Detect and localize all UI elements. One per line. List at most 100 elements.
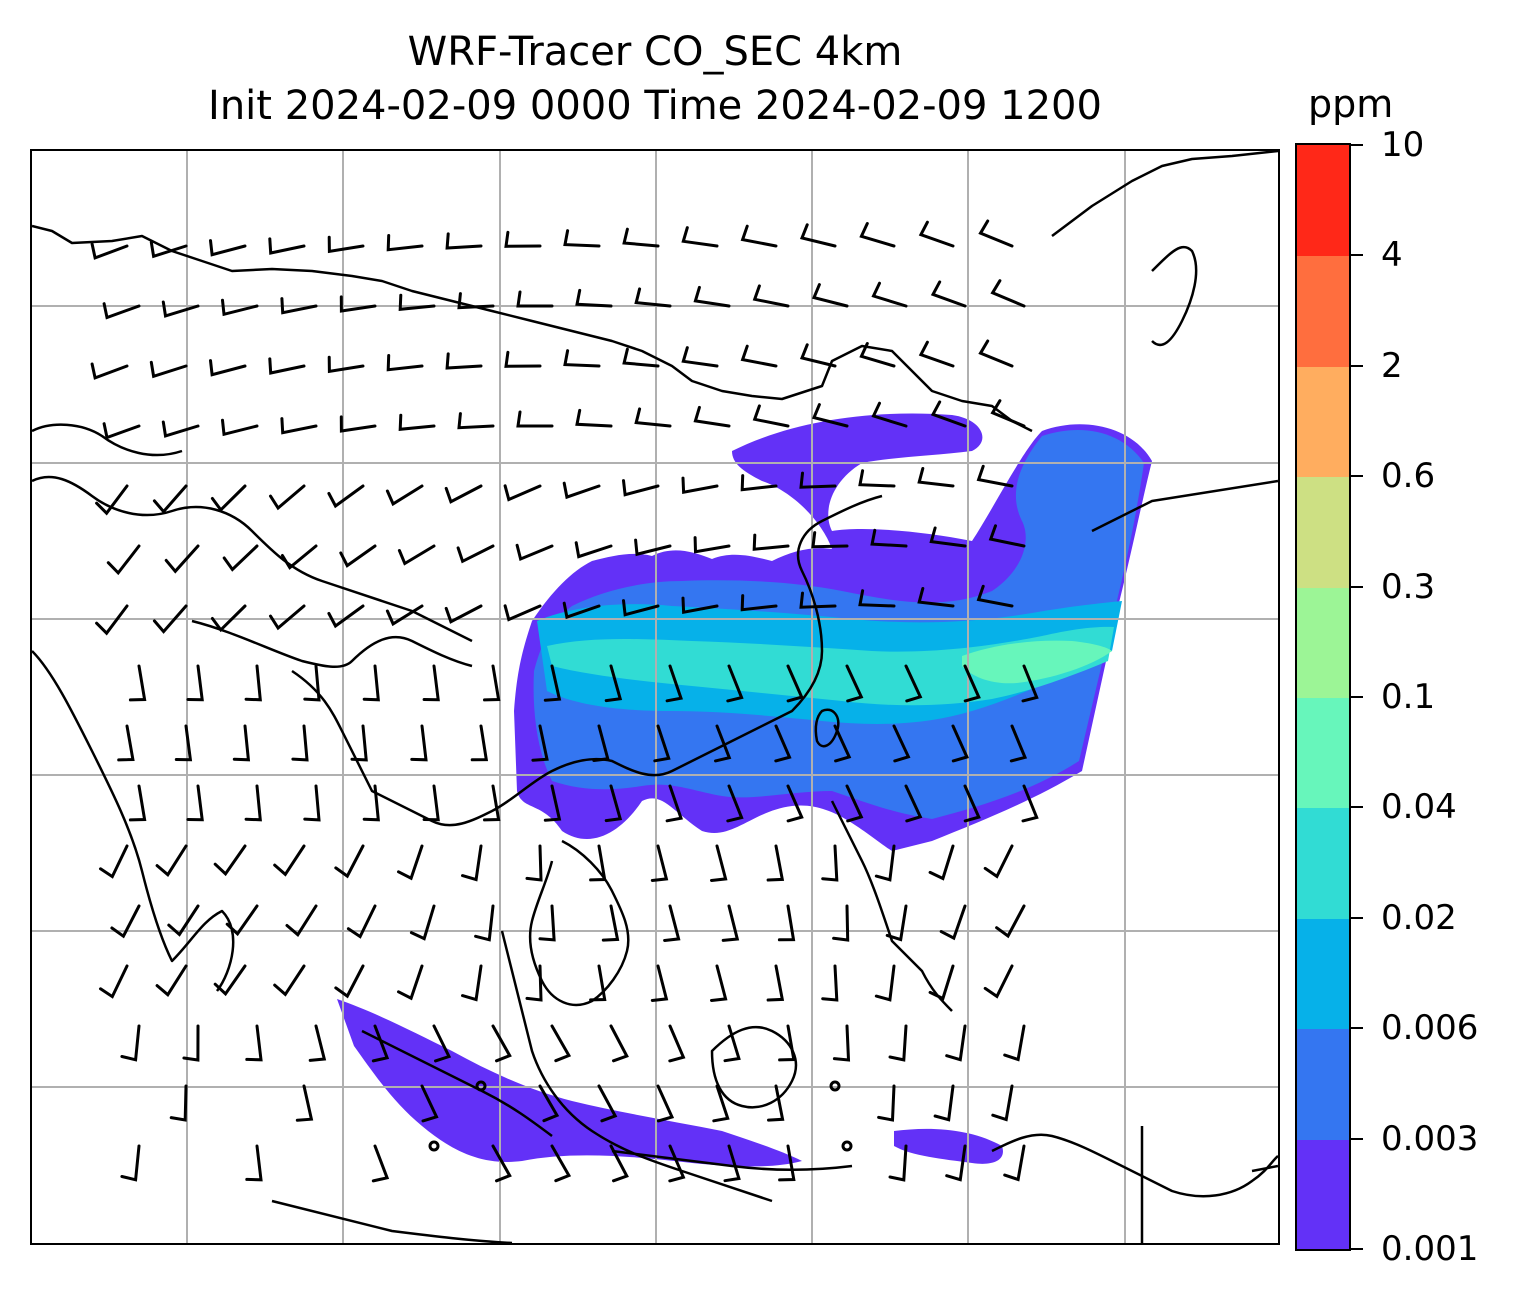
wind-barb (634, 287, 672, 308)
wind-barb (892, 724, 911, 763)
wind-barb (634, 538, 672, 557)
wind-barb (303, 664, 321, 702)
wind-barb (575, 408, 613, 428)
wind-barb (991, 1084, 1014, 1122)
chart-title-line2: Init 2024-02-09 0000 Time 2024-02-09 120… (208, 83, 1102, 129)
wind-barb (1021, 664, 1039, 703)
wind-barb (963, 784, 981, 823)
wind-barb (681, 476, 719, 494)
wind-barb (213, 844, 247, 877)
wind-barb (483, 664, 501, 702)
wind-barb (723, 1024, 741, 1063)
calm-wind-marker (475, 1080, 487, 1092)
wind-barb (597, 1084, 618, 1123)
wind-barb (538, 904, 556, 942)
wind-barb (917, 587, 955, 608)
wind-barb (885, 904, 908, 942)
wind-barb (221, 418, 259, 437)
wind-barb (457, 412, 495, 430)
colorbar-tick (1351, 585, 1363, 588)
wind-barb (799, 471, 837, 489)
colorbar-segment (1297, 476, 1349, 588)
wind-barb (752, 404, 790, 428)
wind-barb (832, 1024, 851, 1062)
wind-barb (339, 415, 377, 433)
wind-barb (622, 479, 660, 497)
wind-barb (1003, 1024, 1026, 1062)
wind-barb (589, 844, 607, 882)
wind-barb (164, 544, 200, 574)
wind-barb (609, 1024, 629, 1063)
wind-barb (470, 724, 489, 762)
wind-barb (167, 904, 200, 937)
wind-barb (983, 964, 1014, 999)
wind-barb (186, 784, 204, 822)
wind-barb (285, 904, 318, 937)
wind-barb (90, 362, 129, 380)
wind-barb (174, 724, 193, 762)
wind-barb (786, 664, 804, 703)
wind-barb (1003, 1144, 1026, 1182)
wind-barb (420, 1084, 439, 1123)
wind-barb (99, 844, 129, 879)
wind-barb (963, 664, 981, 703)
wind-barb (186, 664, 204, 702)
wind-barb (710, 964, 728, 1002)
wind-barb (811, 531, 849, 549)
wind-barb (811, 283, 849, 308)
colorbar-tick-label: 0.001 (1381, 1229, 1479, 1269)
wind-barb (845, 784, 864, 823)
map-panel[interactable] (30, 149, 1280, 1245)
colorbar-segment (1297, 365, 1349, 478)
wind-barb (777, 904, 796, 942)
wind-barb (225, 904, 259, 937)
wind-barb (245, 1144, 263, 1182)
wind-barb (988, 524, 1026, 548)
wind-barb (668, 1024, 686, 1063)
wind-barb (273, 844, 306, 877)
wind-barb (362, 784, 380, 822)
wind-barb (339, 544, 377, 568)
wind-barb (273, 964, 306, 997)
wind-barb (268, 237, 306, 255)
wind-barb (888, 1144, 908, 1182)
wind-barb (740, 344, 778, 368)
wind-barb (350, 724, 368, 762)
colorbar-tick (1351, 1137, 1363, 1140)
wind-barb (918, 340, 955, 368)
colorbar-tick (1351, 144, 1363, 146)
wind-barb (799, 591, 837, 609)
colorbar-tick-label: 0.02 (1381, 897, 1457, 938)
wind-barb (280, 297, 318, 315)
wind-barb (693, 405, 731, 428)
wind-barb (491, 1024, 512, 1063)
colorbar-tick (1351, 1248, 1363, 1250)
wind-barb (531, 724, 549, 762)
wind-barb (445, 352, 483, 370)
wind-barb (712, 1084, 730, 1123)
wind-barb (563, 349, 601, 368)
wind-barb (990, 399, 1026, 428)
wind-barb (525, 964, 543, 1002)
wind-barb (232, 724, 251, 762)
colorbar-tick-label: 0.1 (1381, 677, 1436, 717)
wind-barb (149, 360, 188, 379)
wind-barb (169, 1084, 188, 1122)
colorbar-tick-label: 0.3 (1381, 566, 1436, 607)
wind-barb (622, 347, 660, 368)
tracer-plume-layer (337, 413, 1152, 1167)
gridlines (32, 151, 1278, 1243)
wind-barb (516, 290, 554, 308)
wind-barb (681, 596, 719, 614)
wind-barb (1009, 724, 1028, 763)
wind-barb (95, 604, 129, 636)
wind-barb (102, 422, 141, 440)
calm-wind-marker (841, 1140, 853, 1152)
wind-barb (575, 288, 613, 308)
colorbar-tick-label: 0.003 (1381, 1118, 1479, 1159)
wind-barb (295, 1084, 314, 1122)
wind-barb (928, 844, 955, 881)
wind-barb (457, 292, 495, 310)
wind-barb (609, 1144, 629, 1183)
wind-barb (432, 1024, 452, 1063)
